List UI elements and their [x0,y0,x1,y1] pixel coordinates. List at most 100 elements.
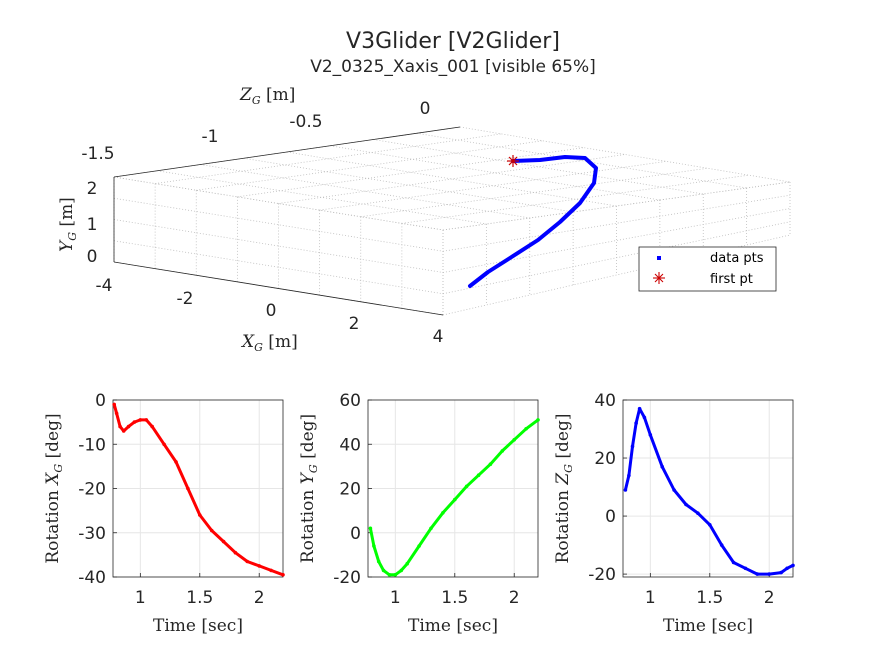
trajectory-line [468,155,598,288]
data-point [144,418,149,422]
data-point [198,513,202,517]
y-tick-label: 2 [87,179,98,199]
series-line [623,407,795,576]
data-point [269,568,273,573]
data-point [767,572,771,576]
y-tick-label: -20 [78,480,106,500]
y-tick-label: -30 [78,524,106,544]
z-tick-label: -1 [202,127,219,147]
data-point [488,462,493,467]
x-tick-label: 0 [266,301,277,321]
data-point [372,544,376,548]
subplot-rotation-z: 1 1.5 2 40 20 0 -20 Time [sec] Rotation ZG [deg] [553,391,795,636]
z-axis-label: ZG [m] [239,85,295,107]
data-point [257,564,262,568]
data-point [441,511,445,515]
data-point [464,484,469,489]
y-tick-label: -10 [78,435,106,455]
data-point [731,560,736,565]
x-tick-label: 1.5 [186,588,213,608]
data-point [114,411,119,416]
y-tick-label: -40 [78,568,106,588]
y-tick-label: 0 [95,391,106,411]
legend-marker-first-pt [653,272,665,284]
y-axis-label: Rotation YG [deg] [298,414,320,563]
data-point [281,573,285,577]
trajectory-3d [468,155,598,288]
y-tick-label: 40 [594,391,616,411]
data-point [743,566,748,571]
y-tick-label: 0 [605,507,616,527]
plot-3d: -1.5 -1 -0.5 0 0 1 2 -4 -2 0 2 4 ZG [m] YG [m] XG [… [57,85,791,354]
data-point [634,421,638,426]
legend-label-first-pt: first pt [710,272,753,287]
x-tick-label: 1.5 [696,588,723,608]
data-point [630,444,635,449]
z-tick-label: -1.5 [81,144,114,164]
data-point [660,464,664,469]
x-axis-label: XG [m] [240,332,298,354]
x-tick-label: 1 [645,588,656,608]
data-point [399,568,404,573]
y-tick-label: 0 [350,524,361,544]
data-point [648,433,653,437]
data-point [381,568,386,573]
y-tick-label: -20 [333,568,361,588]
data-point [162,442,166,447]
data-point [719,543,724,547]
y-axis-label: Rotation XG [deg] [43,413,65,563]
legend: data pts first pt [638,246,777,292]
first-point-marker [507,155,519,167]
data-point [476,473,481,478]
data-point [245,559,250,564]
x-tick-label: -4 [96,276,113,296]
x-tick-label: 2 [764,588,775,608]
x-tick-label: 1 [390,588,401,608]
data-point [417,544,421,548]
data-point [637,406,642,411]
data-point [791,563,795,568]
data-point [132,420,137,424]
data-point [512,438,516,442]
data-point [429,526,433,531]
data-point [642,415,647,420]
data-point [500,449,505,453]
y-axis-label: Rotation ZG [deg] [553,414,575,564]
data-point [387,573,392,577]
data-point [393,573,398,577]
data-point [112,402,116,407]
legend-box [638,246,777,292]
data-point [684,502,688,507]
y-tick-label: 60 [339,391,361,411]
y-tick-label: 20 [339,480,361,500]
z-tick-label: -0.5 [289,112,322,132]
data-point [524,427,528,431]
data-point [174,460,178,464]
data-point [150,424,154,429]
data-point [708,523,712,527]
data-point [627,473,631,478]
z-tick-label: 0 [420,99,431,119]
data-point [233,550,238,555]
legend-label-data-pts: data pts [710,251,764,266]
x-tick-label: 4 [433,327,444,347]
x-tick-label: 2 [509,588,520,608]
subplot-rotation-y: 1 1.5 2 60 40 20 0 -20 Time [sec] Rotation YG [de… [298,391,540,636]
data-point [138,418,143,422]
data-point [623,488,628,492]
figure-title: V3Glider [V2Glider] [346,29,560,54]
data-point [368,526,373,531]
data-point [405,561,410,566]
legend-marker-data-pts [657,256,661,260]
subplot-rotation-x: 1 1.5 2 0 -10 -20 -30 -40 Time [sec] Rotation XG … [43,391,285,636]
data-point [785,566,789,571]
x-tick-label: 1.5 [441,588,468,608]
x-tick-label: 2 [349,314,360,334]
data-point [376,559,381,564]
data-point [453,497,457,502]
data-point [536,418,540,422]
y-tick-label: 20 [594,449,616,469]
x-axis-label: Time [sec] [663,616,753,636]
ticks-3d: -1.5 -1 -0.5 0 0 1 2 -4 -2 0 2 4 [81,99,443,347]
